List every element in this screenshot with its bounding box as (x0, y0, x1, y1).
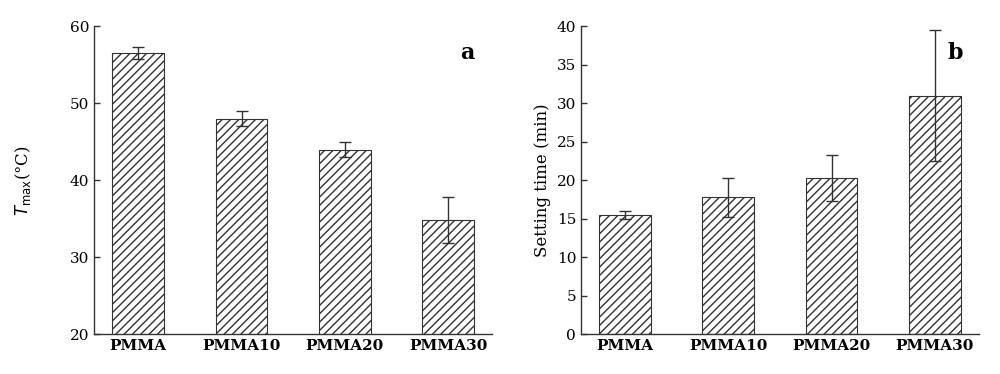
Text: a: a (460, 42, 475, 64)
Text: $T_{\rm max}$(°C): $T_{\rm max}$(°C) (13, 145, 33, 216)
Text: b: b (947, 42, 963, 64)
Bar (599, 215, 651, 334)
Bar (702, 197, 754, 334)
Bar (806, 178, 857, 334)
Bar (112, 53, 164, 374)
Bar (319, 150, 371, 374)
Bar (422, 220, 474, 374)
Bar (216, 119, 267, 374)
Y-axis label: Setting time (min): Setting time (min) (534, 104, 551, 257)
Bar (909, 96, 961, 334)
